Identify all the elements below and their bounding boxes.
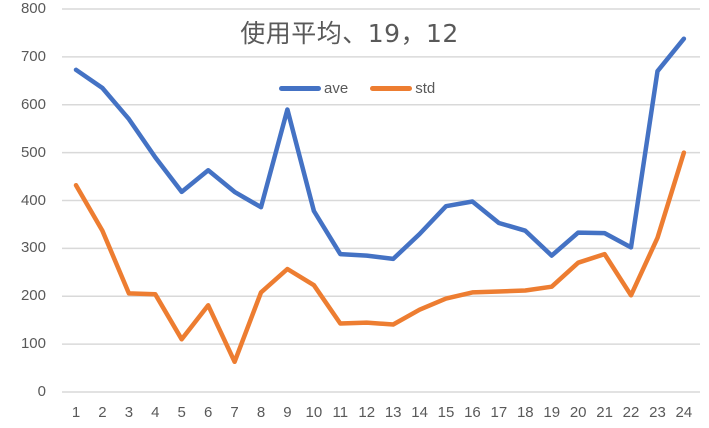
series-line-std [73, 150, 687, 365]
x-tick-label: 5 [177, 404, 186, 421]
x-tick-label: 1 [71, 404, 81, 421]
y-tick-label: 500 [20, 143, 46, 161]
x-tick-label: 23 [649, 404, 666, 421]
x-tick-label: 10 [305, 404, 323, 421]
x-tick-label: 17 [490, 404, 508, 421]
x-tick-label: 24 [675, 404, 693, 421]
y-tick-label: 700 [20, 47, 46, 65]
y-tick-label: 300 [20, 239, 46, 257]
y-tick-label: 0 [37, 383, 46, 400]
series-line-ave [73, 36, 687, 262]
y-tick-label: 400 [20, 191, 46, 209]
x-tick-label: 11 [332, 404, 349, 421]
x-tick-label: 9 [283, 404, 292, 421]
x-tick-label: 14 [411, 404, 428, 421]
x-tick-label: 13 [384, 404, 402, 421]
x-tick-label: 7 [230, 404, 239, 421]
legend-item-ave: ave [279, 80, 348, 97]
legend-swatch-ave [279, 86, 321, 91]
x-tick-label: 15 [437, 404, 455, 421]
x-tick-label: 2 [98, 404, 107, 421]
x-tick-label: 6 [203, 404, 213, 421]
x-tick-label: 8 [256, 404, 266, 421]
x-tick-label: 16 [464, 404, 481, 421]
y-tick-label: 100 [20, 335, 46, 353]
gridlines [62, 8, 700, 393]
x-tick-label: 4 [151, 404, 160, 421]
legend-label-ave: ave [324, 80, 349, 97]
chart-title: 使用平均、19，12 [0, 14, 709, 50]
x-tick-label: 20 [569, 404, 587, 421]
y-tick-label: 800 [20, 0, 46, 17]
x-tick-label: 22 [622, 404, 640, 421]
x-tick-label: 19 [543, 404, 561, 421]
y-tick-label: 200 [20, 287, 46, 305]
legend-swatch-std [370, 86, 413, 91]
y-tick-label: 600 [20, 95, 46, 113]
x-tick-label: 3 [124, 404, 134, 421]
x-tick-label: 21 [596, 404, 613, 421]
x-tick-label: 18 [516, 404, 534, 421]
series-lines [73, 36, 687, 365]
legend-item-std: std [370, 80, 435, 97]
chart-title-text: 使用平均、19，12 [240, 19, 459, 48]
legend-label-std: std [415, 80, 436, 97]
legend: ave std [279, 80, 457, 97]
x-tick-label: 12 [358, 404, 376, 421]
